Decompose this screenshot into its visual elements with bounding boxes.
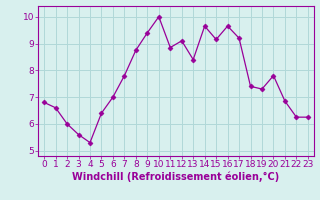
X-axis label: Windchill (Refroidissement éolien,°C): Windchill (Refroidissement éolien,°C)	[72, 172, 280, 182]
